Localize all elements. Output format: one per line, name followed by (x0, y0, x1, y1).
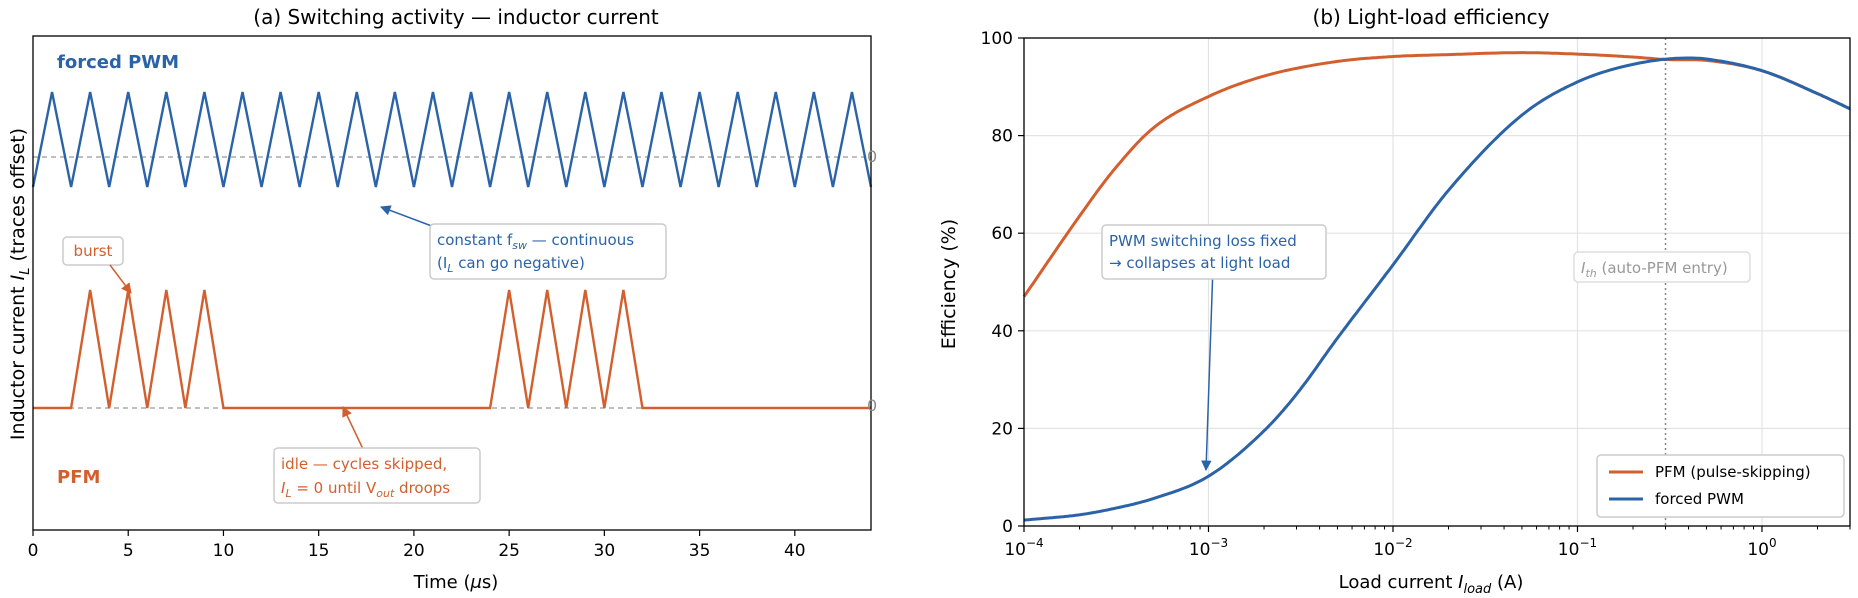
legend: PFM (pulse-skipping) forced PWM (1596, 454, 1845, 518)
panel-a-xlabel: Time (μs) (413, 572, 499, 593)
x-tick-label-a: 35 (689, 541, 711, 561)
panel-b: (b) Light-load efficiency 0 20 40 60 80 100 10… (938, 5, 1851, 597)
annotation-fsw-line2: (IL can go negative) (437, 254, 585, 275)
panel-b-ylabel: Efficiency (%) (938, 219, 960, 349)
annotation-pwm-loss: PWM switching loss fixed → collapses at … (1101, 224, 1327, 472)
zero-mark-bottom: 0 (867, 396, 877, 415)
x-tick-label-a: 15 (308, 541, 330, 561)
annotation-idle-line1: idle — cycles skipped, (281, 455, 447, 473)
annotation-idle: idle — cycles skipped, IL = 0 until Vout… (273, 406, 481, 504)
panel-b-axes: 0 20 40 60 80 100 10−4 10−3 10−2 10−1 100 (981, 29, 1851, 560)
series-forced-pwm-efficiency (1023, 56, 1851, 522)
annotation-burst-text: burst (74, 242, 113, 260)
trace-label-pfm: PFM (57, 467, 100, 488)
y-tick-label-b: 100 (981, 29, 1013, 49)
panel-b-title: (b) Light-load efficiency (1313, 5, 1550, 29)
y-tick-label-b: 0 (1002, 517, 1013, 537)
panel-a-title: (a) Switching activity — inductor curren… (253, 5, 659, 29)
y-tick-label-b: 40 (991, 322, 1013, 342)
x-tick-label-b: 10−2 (1373, 536, 1412, 560)
panel-a-ylabel: Inductor current IL (traces offset) (7, 128, 33, 440)
x-tick-label-a: 30 (594, 541, 616, 561)
series-pfm (33, 289, 871, 410)
zero-mark-top: 0 (867, 147, 877, 166)
x-tick-label-a: 25 (498, 541, 520, 561)
panel-b-frame (1023, 37, 1851, 527)
annotation-pwm-loss-line1: PWM switching loss fixed (1109, 232, 1297, 250)
x-tick-label-a: 5 (123, 541, 134, 561)
annotation-pwm-loss-line2: → collapses at light load (1109, 254, 1290, 272)
x-tick-label-a: 10 (213, 541, 235, 561)
y-tick-label-b: 80 (991, 127, 1013, 147)
annotation-ith: Ith (auto-PFM entry) (1573, 251, 1751, 283)
panel-b-xlabel: Load current Iload (A) (1339, 572, 1524, 597)
annotation-burst: burst (62, 236, 132, 294)
annotation-fsw-line1: constant fsw — continuous (437, 231, 634, 252)
panel-a-frame (32, 35, 872, 531)
x-tick-label-b: 10−1 (1558, 536, 1597, 560)
panel-a-axes: 0 5 10 15 20 25 30 35 40 (28, 35, 873, 561)
x-tick-label-b: 10−3 (1189, 536, 1228, 560)
annotation-ith-text: Ith (auto-PFM entry) (1581, 259, 1728, 280)
y-tick-label-b: 60 (991, 224, 1013, 244)
x-tick-label-a: 0 (28, 541, 39, 561)
x-tick-label-b: 100 (1747, 536, 1776, 560)
legend-label-forced-pwm: forced PWM (1655, 490, 1744, 508)
legend-label-pfm: PFM (pulse-skipping) (1655, 463, 1811, 481)
trace-label-forced-pwm: forced PWM (57, 52, 179, 73)
panel-a: (a) Switching activity — inductor curren… (7, 5, 877, 593)
x-tick-label-a: 40 (784, 541, 806, 561)
series-forced-pwm (31, 91, 873, 188)
x-tick-label-a: 20 (403, 541, 425, 561)
x-tick-label-b: 10−4 (1004, 536, 1043, 560)
y-tick-label-b: 20 (991, 419, 1013, 439)
annotation-idle-line2: IL = 0 until Vout droops (281, 479, 450, 500)
annotation-constant-fsw: constant fsw — continuous (IL can go neg… (380, 205, 667, 280)
